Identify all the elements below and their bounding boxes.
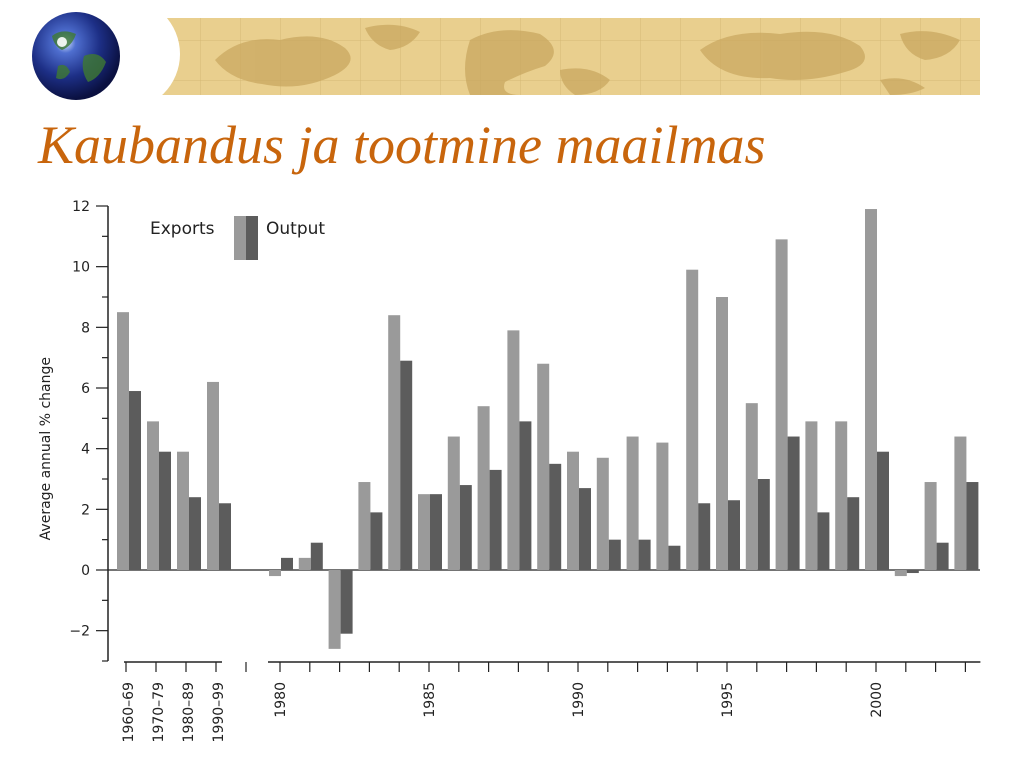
chart-legend: Exports Output	[150, 216, 325, 260]
output-bar	[608, 539, 621, 570]
exports-bar	[298, 557, 311, 570]
y-axis-title: Average annual % change	[38, 357, 54, 540]
output-bar	[519, 421, 532, 570]
output-bar	[728, 500, 740, 570]
output-bar	[189, 497, 201, 570]
exports-bar	[269, 570, 281, 577]
exports-bar	[447, 436, 460, 570]
output-bar	[489, 469, 502, 570]
output-bar	[906, 570, 919, 574]
year-tick-label: 2000	[869, 682, 885, 718]
decade-tick-label: 1960–69	[121, 682, 137, 742]
bar-chart: −2 0 2 4 6 8 10 12 Average annual % change 1960–6…	[38, 199, 981, 742]
decade-tick-label: 1980–89	[181, 682, 197, 742]
exports-bar	[626, 436, 639, 570]
legend-label-output: Output	[266, 219, 325, 239]
year-tick-label: 1985	[422, 682, 438, 718]
y-tick-label: 12	[72, 199, 90, 215]
output-bar	[936, 542, 949, 570]
output-bar	[668, 545, 681, 570]
exports-bar	[147, 421, 159, 570]
output-bar	[281, 557, 293, 570]
exports-bar	[745, 403, 758, 570]
world-map-shapes	[215, 24, 960, 95]
output-bar	[877, 451, 889, 570]
output-bar	[549, 463, 562, 570]
y-tick-label: 6	[81, 381, 90, 397]
globe-map-banner	[32, 0, 980, 110]
exports-bar	[177, 451, 189, 570]
output-bar	[400, 360, 413, 570]
output-bar	[638, 539, 651, 570]
exports-bar	[117, 312, 129, 570]
exports-bar	[656, 442, 669, 570]
output-bar	[817, 512, 830, 570]
output-bar	[698, 503, 711, 570]
output-bar	[966, 482, 979, 570]
exports-bar	[894, 570, 907, 577]
exports-bar	[805, 421, 818, 570]
exports-bar	[596, 457, 609, 570]
exports-bar	[418, 494, 430, 570]
output-bar	[579, 488, 591, 570]
y-tick-label: −2	[69, 624, 90, 640]
year-tick-label: 1995	[720, 682, 736, 718]
exports-bar	[207, 381, 219, 570]
output-bar	[430, 494, 442, 570]
exports-bar	[537, 363, 550, 570]
y-tick-label: 0	[81, 563, 90, 579]
legend-label-exports: Exports	[150, 219, 215, 239]
legend-swatch-output	[246, 216, 258, 260]
output-bar	[340, 570, 353, 634]
y-tick-label: 8	[81, 320, 90, 336]
output-bar	[370, 512, 383, 570]
output-bar	[159, 451, 171, 570]
legend-swatch-exports	[234, 216, 246, 260]
decade-tick-label: 1970–79	[151, 682, 167, 742]
output-bar	[129, 391, 141, 570]
exports-bar	[924, 482, 937, 570]
output-bar	[310, 542, 323, 570]
exports-bar	[954, 436, 967, 570]
exports-bar	[477, 406, 490, 570]
exports-bar	[716, 297, 728, 570]
y-tick-label: 4	[81, 442, 90, 458]
y-tick-label: 2	[81, 502, 90, 518]
globe-icon	[32, 12, 120, 100]
exports-bar	[358, 482, 371, 570]
output-bar	[459, 485, 472, 570]
slide-title: Kaubandus ja tootmine maailmas	[38, 115, 766, 175]
year-tick-label: 1990	[571, 682, 587, 718]
output-bar	[757, 479, 770, 570]
exports-bar	[686, 269, 699, 570]
output-bar	[219, 503, 231, 570]
exports-bar	[835, 421, 848, 570]
exports-bar	[865, 209, 877, 570]
output-bar	[787, 436, 800, 570]
output-bar	[847, 497, 860, 570]
y-tick-label: 10	[72, 260, 90, 276]
exports-bar	[507, 330, 520, 570]
year-tick-label: 1980	[273, 682, 289, 718]
exports-bar	[567, 451, 579, 570]
exports-bar	[388, 315, 401, 570]
exports-bar	[775, 239, 788, 570]
decade-tick-label: 1990–99	[211, 682, 227, 742]
exports-bar	[328, 570, 341, 649]
